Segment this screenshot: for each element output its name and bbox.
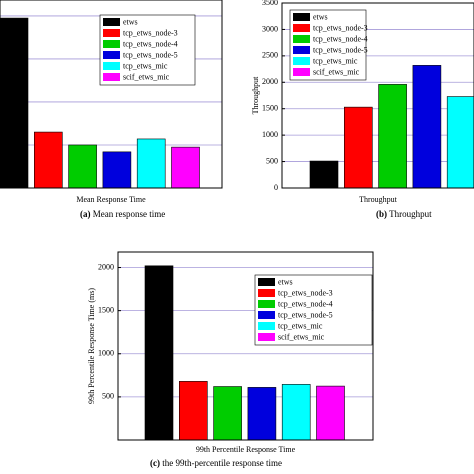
legend-label: tcp_etws_mic [313, 56, 358, 65]
chart-panel: 500 1000 1500 2000 etws tcp_etws_node-3 tcp_et… [87, 251, 374, 468]
legend-swatch [103, 29, 120, 37]
bar [179, 381, 208, 441]
x-axis-label: Mean Response Time [76, 195, 146, 204]
bar [316, 385, 345, 441]
y-tick-label: 1500 [98, 305, 114, 314]
legend-swatch [293, 68, 310, 76]
legend-swatch [258, 333, 275, 341]
plot-frame [0, 0, 223, 189]
legend-swatch [258, 322, 275, 330]
bar [378, 84, 407, 189]
y-tick-label: 2500 [262, 51, 278, 60]
caption-text: the 99th-percentile response time [162, 458, 282, 468]
legend-swatch [103, 62, 120, 70]
legend-label: scif_etws_mic [278, 332, 325, 341]
y-tick-label: 500 [266, 156, 278, 165]
legend-label: tcp_etws_node-4 [278, 299, 333, 308]
caption-label: (b) [376, 209, 387, 219]
legend-label: tcp_etws_node-5 [278, 310, 333, 319]
chart-panel: 0 500 1000 1500 2000 2500 3000 3500 etws tcp_etws… [251, 0, 474, 219]
legend-swatch [103, 73, 120, 81]
legend-swatch [293, 24, 310, 32]
legend-label: etws [278, 277, 293, 286]
plot-frame [117, 251, 374, 441]
legend-label: tcp_etws_node-5 [313, 45, 368, 54]
caption-label: (a) [80, 209, 91, 219]
legend-swatch [293, 57, 310, 65]
bar [0, 17, 29, 189]
bar [309, 160, 339, 189]
x-axis-label: 99th Percentile Response Time [196, 445, 296, 454]
legend-label: scif_etws_mic [313, 67, 360, 76]
legend-label: scif_etws_mic [123, 72, 170, 81]
bar [412, 65, 442, 189]
legend-swatch [258, 289, 275, 297]
y-tick-label: 500 [102, 392, 114, 401]
caption: (a) Mean response time [80, 209, 165, 219]
legend-label: etws [313, 12, 328, 21]
y-tick-label: 2000 [98, 262, 114, 271]
legend-label: tcp_etws_mic [123, 61, 168, 70]
legend-label: tcp_etws_mic [278, 321, 323, 330]
bar [136, 138, 166, 189]
bar [102, 151, 132, 189]
y-axis-label: 99th Percentile Response Time (ms) [87, 288, 96, 404]
legend-label: tcp_etws_node-4 [123, 39, 178, 48]
y-tick-label: 3000 [262, 24, 278, 33]
caption: (b) Throughput [376, 209, 432, 219]
legend-label: etws [123, 17, 138, 26]
bar [68, 144, 97, 189]
bar [281, 384, 311, 441]
legend-swatch [258, 311, 275, 319]
bar [446, 96, 474, 189]
legend-swatch [258, 278, 275, 286]
legend-swatch [258, 300, 275, 308]
legend-swatch [103, 18, 120, 26]
x-axis-label: Throughput [359, 195, 398, 204]
legend-label: tcp_etws_node-5 [123, 50, 178, 59]
legend-swatch [293, 13, 310, 21]
bar [247, 387, 277, 441]
legend-swatch [293, 35, 310, 43]
chart-panel: etws tcp_etws_node-3 tcp_etws_node-4 tcp_et… [0, 0, 223, 219]
y-tick-label: 2000 [262, 77, 278, 86]
y-tick-label: 1500 [262, 104, 278, 113]
caption-text: Throughput [389, 209, 432, 219]
caption-label: (c) [150, 458, 160, 468]
bar [33, 131, 63, 189]
bar [144, 265, 174, 441]
bar [343, 106, 373, 189]
bar [213, 386, 242, 441]
legend-swatch [103, 51, 120, 59]
legend-label: tcp_etws_node-3 [313, 23, 368, 32]
legend-swatch [103, 40, 120, 48]
y-axis-label: Throughput [251, 76, 260, 115]
bar [171, 146, 200, 189]
y-tick-label: 1000 [262, 130, 278, 139]
legend-label: tcp_etws_node-3 [123, 28, 178, 37]
legend-label: tcp_etws_node-3 [278, 288, 333, 297]
plot-frame [281, 2, 474, 189]
y-tick-label: 0 [274, 183, 278, 192]
caption-text: Mean response time [93, 209, 165, 219]
y-tick-label: 3500 [262, 0, 278, 7]
y-tick-label: 1000 [98, 349, 114, 358]
caption: (c) the 99th-percentile response time [150, 458, 282, 468]
legend-label: tcp_etws_node-4 [313, 34, 368, 43]
legend-swatch [293, 46, 310, 54]
